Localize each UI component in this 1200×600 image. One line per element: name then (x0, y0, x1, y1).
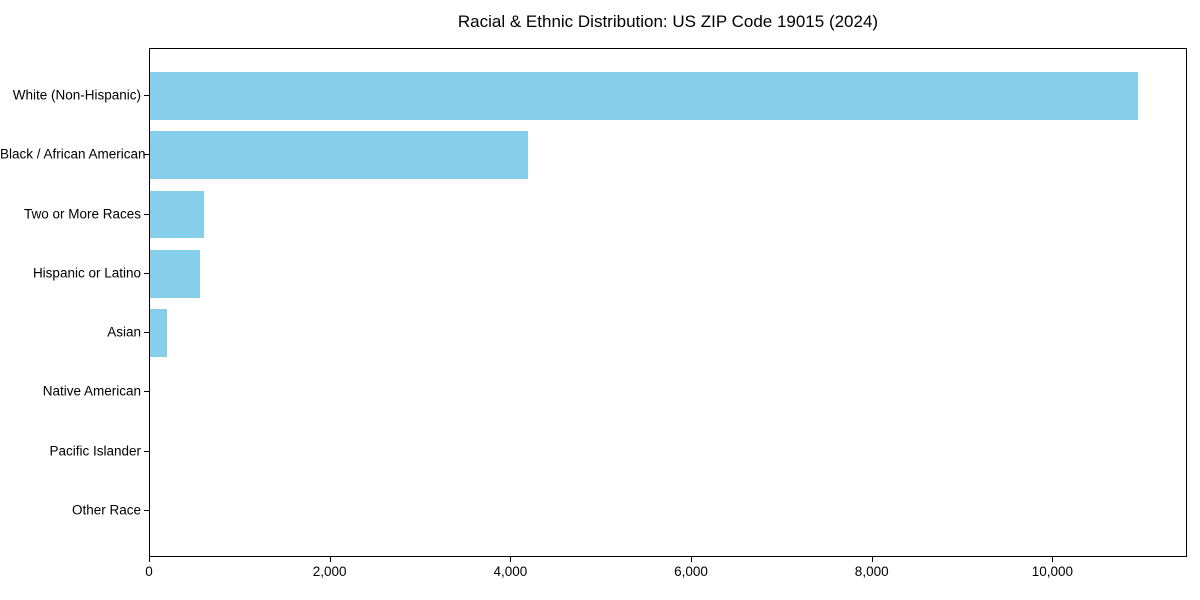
y-tick-label: Hispanic or Latino (32, 265, 141, 281)
x-tick-mark (872, 557, 873, 562)
y-tick-label: Native American (42, 383, 141, 399)
y-tick-mark (144, 214, 149, 215)
chart-title: Racial & Ethnic Distribution: US ZIP Cod… (457, 12, 879, 31)
y-tick-label: Pacific Islander (49, 443, 141, 459)
x-tick-label: 6,000 (674, 564, 708, 579)
plot-area (149, 48, 1187, 557)
x-tick-label: 2,000 (312, 564, 347, 579)
x-tick-mark (1052, 557, 1053, 562)
x-tick-mark (691, 557, 692, 562)
y-tick-mark (144, 332, 149, 333)
bar-asian (150, 309, 168, 357)
x-tick-mark (510, 557, 511, 562)
y-tick-label: Other Race (71, 502, 141, 518)
y-tick-mark (144, 391, 149, 392)
x-tick-mark (149, 557, 150, 562)
y-tick-mark (144, 451, 149, 452)
bar-white-non-hispanic (150, 72, 1139, 120)
y-tick-mark (144, 510, 149, 511)
bar-hispanic-or-latino (150, 250, 201, 298)
y-tick-mark (144, 154, 149, 155)
x-tick-label: 0 (145, 564, 153, 579)
x-tick-label: 10,000 (1031, 564, 1074, 579)
y-tick-label: White (Non-Hispanic) (12, 87, 141, 103)
y-tick-label: Black / African American (0, 146, 146, 162)
bar-two-or-more-races (150, 190, 205, 239)
x-tick-mark (330, 557, 331, 562)
y-tick-mark (144, 95, 149, 96)
bar-black-african-american (150, 131, 529, 179)
x-tick-label: 4,000 (493, 564, 528, 579)
y-tick-label: Asian (107, 324, 141, 340)
y-tick-label: Two or More Races (23, 206, 141, 221)
x-tick-label: 8,000 (854, 564, 889, 579)
y-tick-mark (144, 273, 149, 274)
